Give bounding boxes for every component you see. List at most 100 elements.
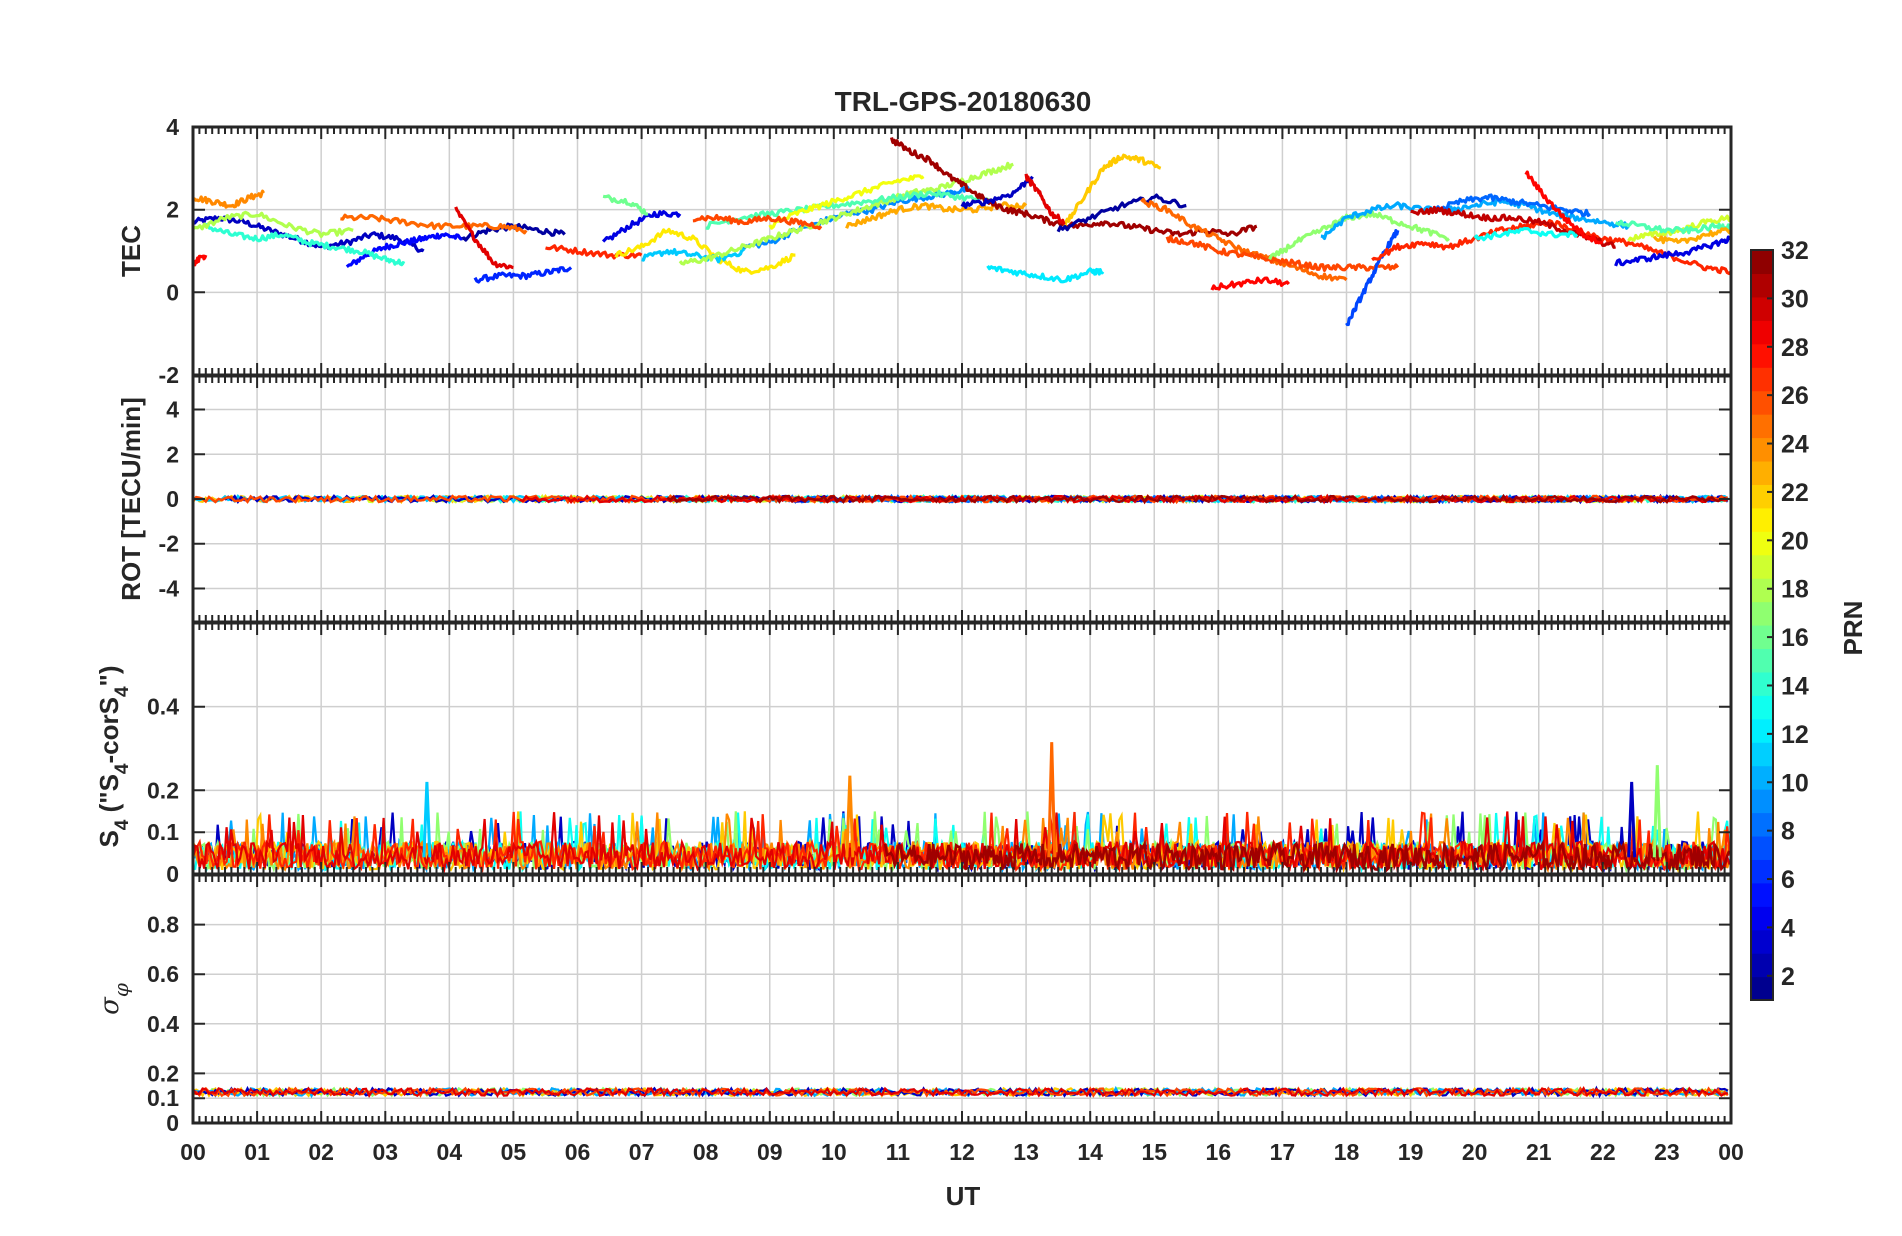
colorbar-tick-label: 12 <box>1781 721 1809 749</box>
colorbar-tick-label: 10 <box>1781 769 1809 797</box>
x-tick-label: 19 <box>1398 1139 1424 1165</box>
colorbar-swatch <box>1751 554 1773 579</box>
colorbar-swatch <box>1751 648 1773 673</box>
colorbar-swatch <box>1751 695 1773 720</box>
tec-series-prn-7 <box>1345 229 1400 327</box>
tec-series-prn-20 <box>768 174 925 230</box>
tec-series-prn-25 <box>340 213 528 235</box>
x-tick-label: 14 <box>1077 1139 1103 1165</box>
colorbar-swatch <box>1751 859 1773 884</box>
x-tick-label: 18 <box>1334 1139 1360 1165</box>
tec-series-prn-4 <box>601 210 682 243</box>
panel-frame <box>191 873 1733 1125</box>
tec-series-prn-22 <box>1062 153 1162 229</box>
s4-spike <box>1652 765 1662 858</box>
tec-series-prn-28 <box>1524 170 1604 245</box>
colorbar-swatch <box>1751 507 1773 532</box>
colorbar-swatch <box>1751 320 1773 345</box>
colorbar-swatch <box>1751 601 1773 626</box>
colorbar-tick-label: 22 <box>1781 479 1809 507</box>
tec-series-prn-11 <box>641 247 746 264</box>
x-tick-label: 12 <box>949 1139 975 1165</box>
colorbar-swatch <box>1751 367 1773 392</box>
y-axis-label: σφ <box>95 983 133 1015</box>
y-tick-label: -2 <box>159 362 179 388</box>
sigma-series-prn-29 <box>193 1086 1729 1099</box>
s4-spike <box>845 775 855 858</box>
y-tick-label: 2 <box>166 197 179 223</box>
tec-series-prn-29 <box>454 206 514 270</box>
colorbar-tick-label: 6 <box>1781 866 1795 894</box>
x-axis-label: UT <box>946 1181 981 1211</box>
colorbar-tick-label: 16 <box>1781 624 1809 652</box>
tec-series-prn-21 <box>614 227 796 275</box>
colorbar-swatch <box>1751 437 1773 462</box>
x-tick-label: 13 <box>1013 1139 1039 1165</box>
tec-series-prn-16 <box>602 194 649 216</box>
y-tick-label: 0.4 <box>147 694 179 720</box>
x-tick-labels: 00 01 02 03 04 05 06 07 08 09 10 11 12 13 14 15 16 17 18 19… <box>180 1139 1744 1165</box>
y-tick-label: -2 <box>159 531 179 557</box>
colorbar-tick-label: 28 <box>1781 334 1809 362</box>
x-tick-label: 17 <box>1270 1139 1296 1165</box>
colorbar-swatch <box>1751 718 1773 743</box>
x-tick-label: 23 <box>1654 1139 1680 1165</box>
colorbar-swatch <box>1751 531 1773 556</box>
y-tick-label: 4 <box>166 397 179 423</box>
colorbar-swatch <box>1751 953 1773 978</box>
colorbar-tick-label: 18 <box>1781 576 1809 604</box>
tec-series-prn-28 <box>1210 276 1291 291</box>
y-axis-label: ROT [TECU/min] <box>116 397 146 601</box>
y-tick-label: 0.6 <box>147 961 179 987</box>
y-tick-label: 4 <box>166 114 179 140</box>
panel-tec: -2 0 2 4 TEC <box>116 114 1733 388</box>
colorbar-swatch <box>1751 765 1773 790</box>
y-ticks <box>193 408 1731 590</box>
tec-series-prn-2 <box>1056 193 1187 233</box>
tec-series-prn-14 <box>205 223 406 267</box>
colorbar-swatch <box>1751 296 1773 321</box>
tec-series-prn-29 <box>1024 173 1066 225</box>
chart-title: TRL-GPS-20180630 <box>835 86 1092 117</box>
colorbar-swatch <box>1751 882 1773 907</box>
colorbar-swatch <box>1751 929 1773 954</box>
x-tick-label: 00 <box>1718 1139 1744 1165</box>
y-tick-label: 0 <box>166 861 179 887</box>
colorbar-swatch <box>1751 671 1773 696</box>
tec-series-prn-28 <box>193 254 208 267</box>
tec-series-prn-27 <box>545 244 643 260</box>
colorbar-tick-label: 26 <box>1781 382 1809 410</box>
y-tick-label: 0.1 <box>147 819 179 845</box>
y-tick-label: 0 <box>166 486 179 512</box>
x-tick-label: 03 <box>372 1139 398 1165</box>
s4-spike <box>1627 781 1637 858</box>
colorbar-swatch <box>1751 835 1773 860</box>
colorbar-swatch <box>1751 343 1773 368</box>
colorbar-swatch <box>1751 625 1773 650</box>
tec-series-prn-10 <box>1320 197 1630 240</box>
panel-sigma: 00.10.2 0.4 0.6 0.8 σφ <box>95 873 1733 1136</box>
colorbar-swatch <box>1751 250 1773 275</box>
tec-series-prn-26 <box>692 213 823 231</box>
colorbar-tick-label: 2 <box>1781 963 1795 991</box>
colorbar-swatch <box>1751 906 1773 931</box>
series-group <box>193 493 1729 505</box>
x-tick-label: 06 <box>565 1139 591 1165</box>
colorbar-swatch <box>1751 578 1773 603</box>
tec-series-prn-12 <box>986 265 1105 284</box>
colorbar-swatch <box>1751 273 1773 298</box>
x-tick-label: 15 <box>1141 1139 1167 1165</box>
panel-rot: -4 -2 0 2 4 ROT [TECU/min] <box>116 374 1733 624</box>
tec-series-prn-23 <box>1652 227 1731 245</box>
y-tick-label: 2 <box>166 441 179 467</box>
x-tick-label: 22 <box>1590 1139 1616 1165</box>
y-tick-label: 0.4 <box>147 1011 179 1037</box>
x-tick-label: 00 <box>180 1139 206 1165</box>
series-group <box>193 137 1731 327</box>
x-tick-label: 09 <box>757 1139 783 1165</box>
y-tick-label: 0.2 <box>147 777 179 803</box>
series-group <box>193 1085 1729 1099</box>
panel-s4: 0 0.1 0.2 0.4 S4 ("S4-corS4") <box>94 621 1733 887</box>
x-tick-label: 04 <box>437 1139 463 1165</box>
